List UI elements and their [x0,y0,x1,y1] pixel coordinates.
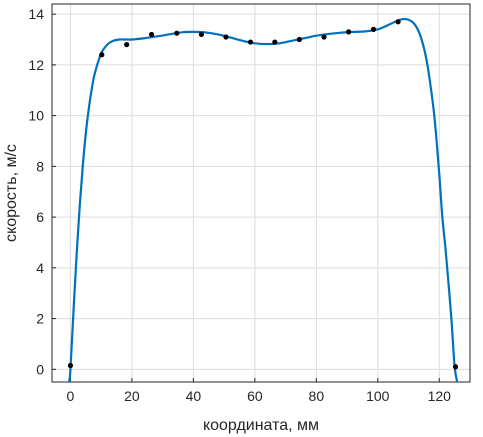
y-tick-label: 4 [36,260,44,276]
y-tick-label: 14 [28,6,44,22]
x-tick-label: 120 [428,388,452,404]
grid [52,4,470,382]
plot-frame [51,3,471,383]
x-tick-label: 0 [67,388,75,404]
series-group [68,17,459,382]
x-tick-label: 100 [366,388,390,404]
y-tick-label: 10 [28,108,44,124]
data-point [395,19,401,25]
data-point [370,26,377,32]
data-point [247,39,254,45]
data-point [148,31,155,38]
y-axis: 0 2 4 6 8 10 12 14 [28,6,56,377]
fit-curve-line [68,17,459,382]
y-tick-label: 12 [28,57,44,73]
x-tick-label: 20 [124,388,140,404]
y-tick-label: 8 [36,158,44,174]
x-axis: 0 20 40 60 80 100 120 [67,378,452,404]
y-tick-label: 0 [36,361,44,377]
data-point [67,362,74,369]
data-point [452,364,459,370]
data-point [272,39,278,45]
y-tick-label: 6 [36,209,44,225]
data-point [321,34,327,40]
y-tick-label: 2 [36,311,44,327]
data-point [198,31,204,38]
data-point [99,52,105,58]
x-tick-label: 40 [186,388,202,404]
x-axis-label: координата, мм [203,417,319,434]
plot-area [67,17,459,382]
y-axis-label: скорость, м/с [3,144,20,242]
x-tick-label: 80 [309,388,325,404]
data-point [124,41,130,48]
data-point [223,34,229,40]
x-tick-label: 60 [247,388,263,404]
data-point [174,30,180,36]
data-point [296,36,303,43]
data-point [345,29,352,35]
